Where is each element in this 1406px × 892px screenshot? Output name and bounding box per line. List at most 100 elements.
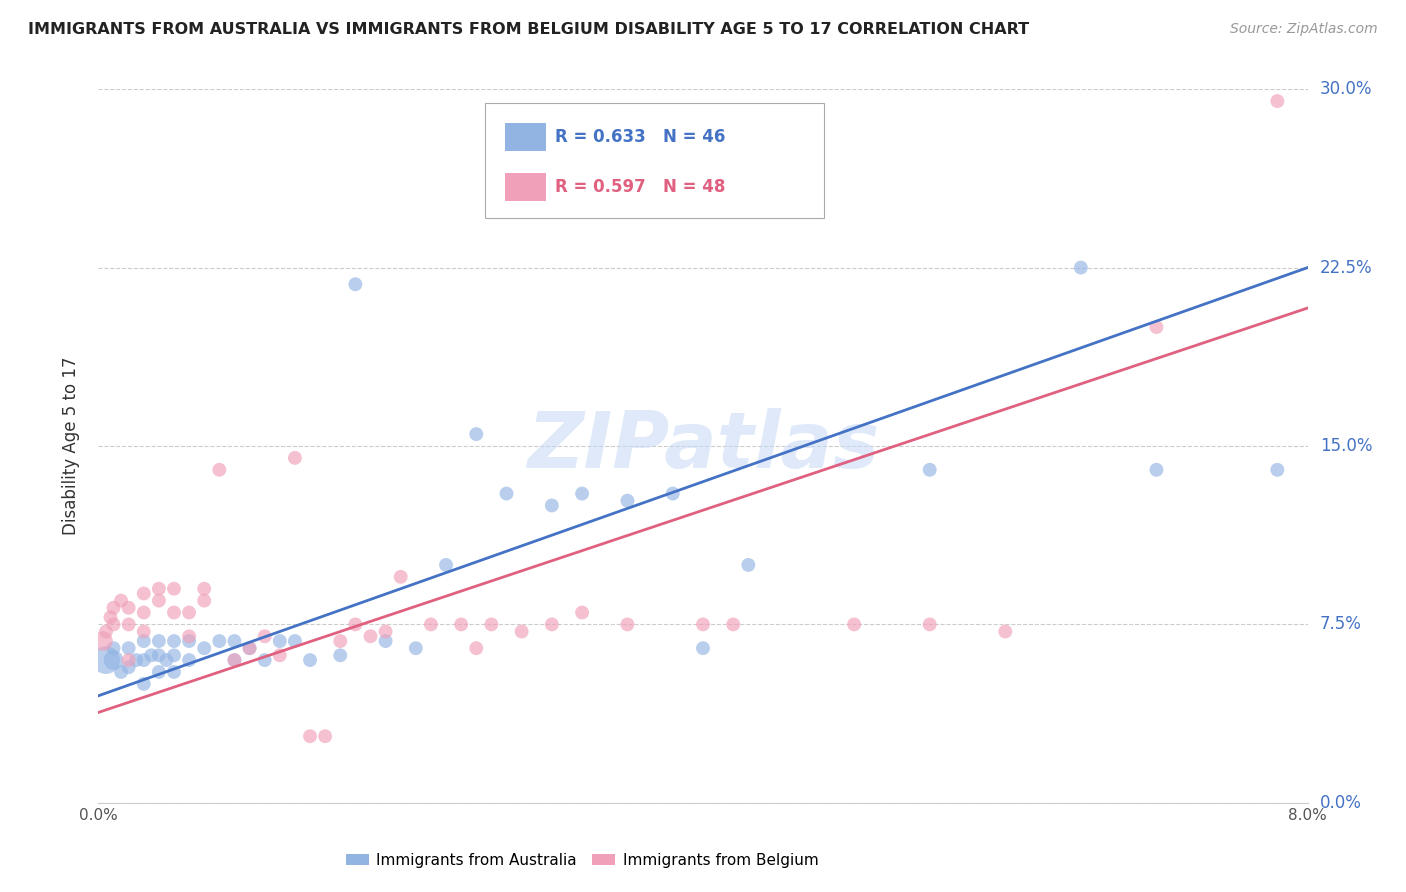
Point [994, 624, 1017, 639]
Point [110, 665, 132, 679]
Point [193, 582, 215, 596]
Point [132, 586, 155, 600]
Point [692, 641, 714, 656]
Point [374, 634, 396, 648]
Point [132, 677, 155, 691]
Point [405, 641, 427, 656]
Point [253, 653, 276, 667]
Point [163, 634, 186, 648]
Text: R = 0.597   N = 48: R = 0.597 N = 48 [555, 178, 725, 196]
Point [118, 600, 141, 615]
Text: Source: ZipAtlas.com: Source: ZipAtlas.com [1230, 22, 1378, 37]
Point [163, 648, 186, 663]
Point [479, 617, 503, 632]
Point [110, 593, 132, 607]
Point [155, 653, 177, 667]
Point [495, 486, 517, 500]
Point [103, 617, 125, 632]
Point [540, 499, 562, 513]
Point [284, 634, 307, 648]
Point [118, 641, 141, 656]
Text: IMMIGRANTS FROM AUSTRALIA VS IMMIGRANTS FROM BELGIUM DISABILITY AGE 5 TO 17 CORR: IMMIGRANTS FROM AUSTRALIA VS IMMIGRANTS … [28, 22, 1029, 37]
Point [132, 653, 155, 667]
Point [465, 641, 488, 656]
Point [344, 617, 367, 632]
Point [179, 634, 201, 648]
Point [253, 629, 276, 643]
Point [94, 653, 117, 667]
Point [299, 653, 322, 667]
Text: 7.5%: 7.5% [1320, 615, 1361, 633]
Point [132, 606, 155, 620]
Point [148, 582, 170, 596]
Point [269, 634, 291, 648]
FancyBboxPatch shape [505, 173, 546, 202]
Point [359, 629, 381, 643]
Point [125, 653, 148, 667]
Point [179, 653, 201, 667]
Point [465, 427, 488, 442]
Point [100, 610, 122, 624]
Point [389, 570, 412, 584]
Point [132, 634, 155, 648]
Point [918, 617, 941, 632]
Point [434, 558, 457, 572]
Point [571, 606, 593, 620]
Point [284, 450, 307, 465]
Point [103, 641, 125, 656]
Text: 0.0%: 0.0% [1320, 794, 1361, 812]
Point [723, 617, 745, 632]
Point [540, 617, 562, 632]
Point [193, 641, 215, 656]
Point [91, 634, 114, 648]
Point [148, 665, 170, 679]
Point [163, 606, 186, 620]
Point [141, 648, 163, 663]
Point [374, 624, 396, 639]
Point [616, 493, 638, 508]
Point [571, 486, 593, 500]
Point [269, 648, 291, 663]
Text: R = 0.633   N = 46: R = 0.633 N = 46 [555, 128, 725, 146]
Point [299, 729, 322, 743]
Point [314, 729, 336, 743]
Point [239, 641, 262, 656]
Point [329, 634, 352, 648]
Point [692, 617, 714, 632]
Y-axis label: Disability Age 5 to 17: Disability Age 5 to 17 [62, 357, 80, 535]
Point [1265, 463, 1288, 477]
Point [737, 558, 759, 572]
Point [132, 624, 155, 639]
Point [163, 665, 186, 679]
Point [616, 617, 638, 632]
Text: ZIPatlas: ZIPatlas [527, 408, 879, 484]
Point [419, 617, 441, 632]
Point [450, 617, 472, 632]
Point [103, 600, 125, 615]
Point [208, 463, 231, 477]
Point [1144, 320, 1167, 334]
Text: 15.0%: 15.0% [1320, 437, 1372, 455]
Legend: Immigrants from Australia, Immigrants from Belgium: Immigrants from Australia, Immigrants fr… [340, 847, 824, 873]
Point [94, 624, 117, 639]
Point [239, 641, 262, 656]
Point [118, 617, 141, 632]
Point [179, 606, 201, 620]
Point [179, 629, 201, 643]
Point [510, 624, 533, 639]
Point [224, 653, 246, 667]
Point [148, 648, 170, 663]
Point [224, 634, 246, 648]
Point [1144, 463, 1167, 477]
Point [661, 486, 683, 500]
Point [224, 653, 246, 667]
FancyBboxPatch shape [485, 103, 824, 218]
Point [1070, 260, 1092, 275]
Point [103, 653, 125, 667]
Point [193, 593, 215, 607]
Point [163, 582, 186, 596]
Point [844, 617, 866, 632]
Text: 22.5%: 22.5% [1320, 259, 1372, 277]
Point [1265, 94, 1288, 108]
FancyBboxPatch shape [505, 123, 546, 152]
